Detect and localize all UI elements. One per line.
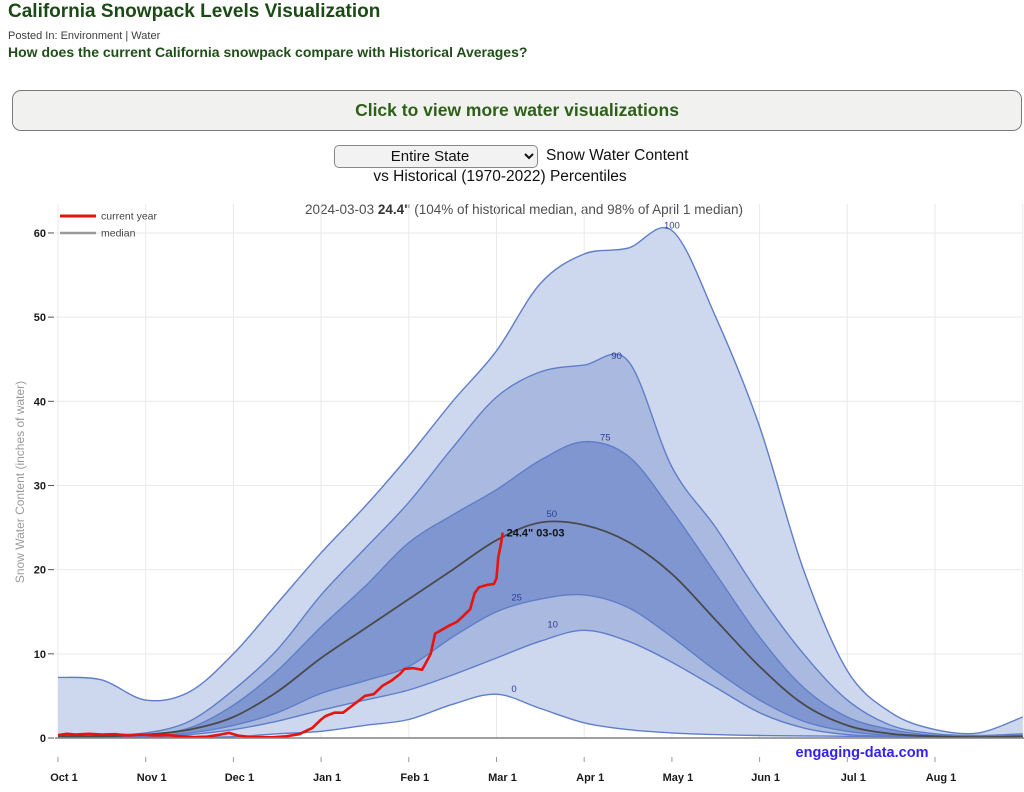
page-title: California Snowpack Levels Visualization <box>8 1 381 22</box>
y-tick-label: 0 <box>40 733 46 745</box>
y-tick-label: 20 <box>34 565 46 577</box>
legend-label: median <box>101 228 136 240</box>
region-select[interactable]: Entire State <box>334 145 538 168</box>
x-tick-label: May 1 <box>663 772 694 784</box>
status-value: 24.4" <box>377 202 411 217</box>
x-tick-label: Dec 1 <box>225 772 254 784</box>
percentile-label-75: 75 <box>600 433 611 444</box>
curve-p10 <box>58 629 1023 739</box>
subtitle-question: How does the current California snowpack… <box>8 44 528 60</box>
chart-legend: current year median <box>60 211 158 240</box>
curve-p75 <box>57 440 1023 738</box>
y-tick-label: 10 <box>34 649 46 661</box>
median-line <box>57 520 1023 739</box>
percentile-label-25: 25 <box>511 592 522 603</box>
chart-heading-line2: vs Historical (1970-2022) Percentiles <box>373 168 627 185</box>
more-visualizations-button-label: Click to view more water visualizations <box>355 100 679 120</box>
y-tick-label: 30 <box>34 480 46 492</box>
chart-heading-line1: Snow Water Content <box>546 147 689 164</box>
curve-p100 <box>57 227 1023 735</box>
x-tick-label: Aug 1 <box>926 772 957 784</box>
curve-p90 <box>57 353 1023 737</box>
percentile-label-90: 90 <box>611 351 622 362</box>
more-visualizations-button[interactable]: Click to view more water visualizations <box>12 90 1022 131</box>
y-tick-label: 50 <box>34 312 46 324</box>
percentile-bands <box>58 227 1023 738</box>
curve-p0 <box>58 693 1023 739</box>
x-tick-label: Apr 1 <box>576 772 604 784</box>
legend-label: current year <box>101 211 158 223</box>
x-tick-label: Mar 1 <box>488 772 517 784</box>
breadcrumb: Posted In: Environment | Water <box>8 30 161 42</box>
x-tick-label: Jun 1 <box>751 772 780 784</box>
x-tick-label: Nov 1 <box>137 772 167 784</box>
curve-p25 <box>57 593 1023 738</box>
x-tick-label: Feb 1 <box>400 772 429 784</box>
x-tick-label: Jan 1 <box>313 772 341 784</box>
controls-row: Entire State Snow Water Content <box>0 145 1024 169</box>
chart-canvas[interactable]: 0 10 20 30 40 50 60 Oct 1 Nov 1 Dec 1 Jan 1 Feb 1 Ma… <box>0 192 1024 792</box>
y-tick-label: 60 <box>34 228 46 240</box>
current-value-annotation: 24.4" 03-03 <box>507 528 565 540</box>
percentile-curves <box>57 227 1023 739</box>
percentile-label-0: 0 <box>511 684 516 695</box>
x-tick-label: Jul 1 <box>841 772 866 784</box>
percentile-label-50: 50 <box>546 509 557 520</box>
axis-ticks-labels: 0 10 20 30 40 50 60 Oct 1 Nov 1 Dec 1 Jan 1 Feb 1 Ma… <box>34 228 957 784</box>
status-date: 2024-03-03 <box>305 202 375 217</box>
percentile-label-10: 10 <box>547 619 558 630</box>
x-tick-label: Oct 1 <box>50 772 78 784</box>
percentile-label-100: 100 <box>664 220 680 231</box>
watermark-link: engaging-data.com <box>796 745 929 761</box>
y-tick-label: 40 <box>34 396 46 408</box>
current-year-line <box>57 532 504 739</box>
snowpack-chart-svg: 0 10 20 30 40 50 60 Oct 1 Nov 1 Dec 1 Jan 1 Feb 1 Ma… <box>34 204 1024 784</box>
